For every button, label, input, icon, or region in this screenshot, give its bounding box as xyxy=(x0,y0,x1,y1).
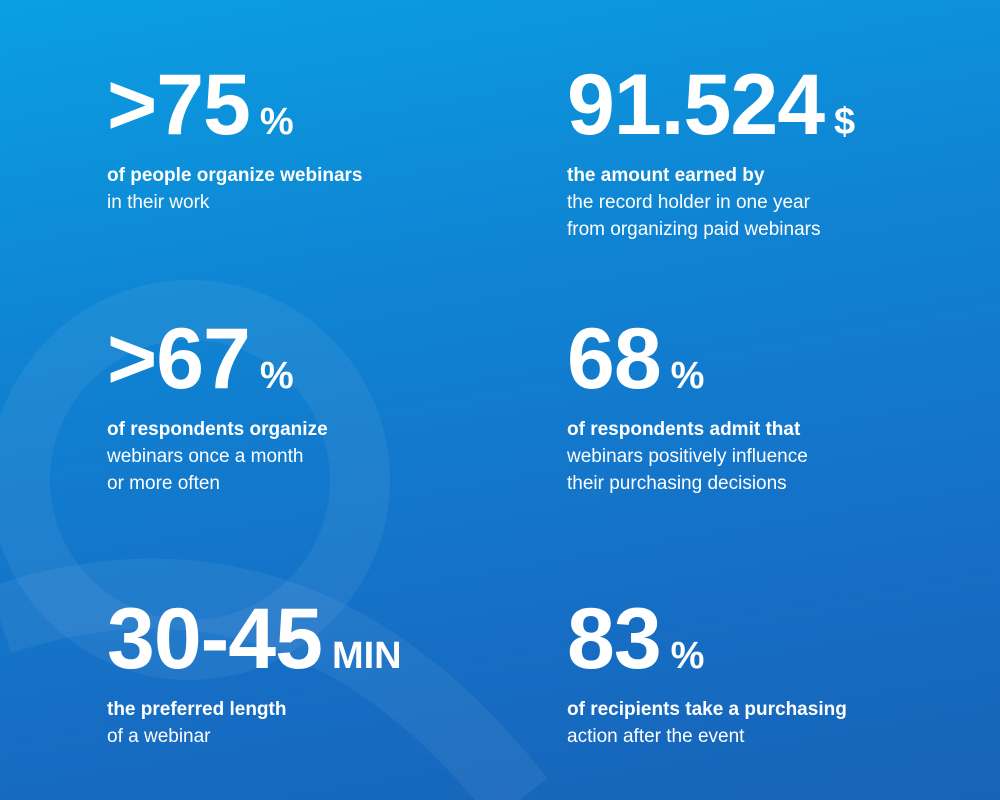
stat-description: of recipients take a purchasing action af… xyxy=(567,696,967,750)
description-line: or more often xyxy=(107,473,220,494)
stat-unit: % xyxy=(670,635,705,677)
stat-figure: 91.524 $ xyxy=(567,62,967,148)
stat-description: of respondents admit that webinars positi… xyxy=(567,416,967,497)
stat-value: 83 xyxy=(567,591,662,687)
stat-figure: >67% xyxy=(107,316,507,402)
stat-unit: $ xyxy=(834,101,856,143)
stat-figure: 30-45 MIN xyxy=(107,596,507,682)
description-bold-line: of people organize webinars xyxy=(107,165,363,186)
stat-description: the preferred length of a webinar xyxy=(107,696,507,750)
description-bold-line: the amount earned by xyxy=(567,165,765,186)
description-line: webinars once a month xyxy=(107,446,304,467)
stat-description: of respondents organize webinars once a m… xyxy=(107,416,507,497)
description-line: the record holder in one year xyxy=(567,192,810,213)
description-line: of a webinar xyxy=(107,726,211,747)
description-bold-line: of respondents admit that xyxy=(567,419,801,440)
stat-block: 68% of respondents admit that webinars pos… xyxy=(567,316,967,497)
deco-arc xyxy=(0,558,548,800)
description-line: from organizing paid webinars xyxy=(567,219,821,240)
stat-unit: MIN xyxy=(331,635,402,677)
description-line: their purchasing decisions xyxy=(567,473,787,494)
stat-block: >75% of people organize webinars in their … xyxy=(107,62,507,216)
stat-unit: % xyxy=(670,355,705,397)
stat-block: 91.524 $ the amount earned by the record ho… xyxy=(567,62,967,243)
stat-value: >67 xyxy=(107,311,251,407)
stat-figure: 83% xyxy=(567,596,967,682)
stat-value: 68 xyxy=(567,311,662,407)
description-line: in their work xyxy=(107,192,210,213)
deco-ring xyxy=(0,280,390,680)
stat-value: 91.524 xyxy=(567,57,825,153)
description-line: action after the event xyxy=(567,726,745,747)
stat-block: >67% of respondents organize webinars once… xyxy=(107,316,507,497)
stat-description: the amount earned by the record holder in… xyxy=(567,162,967,243)
description-bold-line: of respondents organize xyxy=(107,419,328,440)
stat-figure: >75% xyxy=(107,62,507,148)
stat-unit: % xyxy=(259,355,294,397)
description-bold-line: the preferred length xyxy=(107,699,287,720)
stat-block: 83% of recipients take a purchasing action… xyxy=(567,596,967,750)
stat-block: 30-45 MIN the preferred length of a webinar xyxy=(107,596,507,750)
stat-value: >75 xyxy=(107,57,251,153)
stat-figure: 68% xyxy=(567,316,967,402)
stat-value: 30-45 xyxy=(107,591,323,687)
description-line: webinars positively influence xyxy=(567,446,808,467)
description-bold-line: of recipients take a purchasing xyxy=(567,699,847,720)
stat-description: of people organize webinars in their work xyxy=(107,162,507,216)
stat-unit: % xyxy=(259,101,294,143)
